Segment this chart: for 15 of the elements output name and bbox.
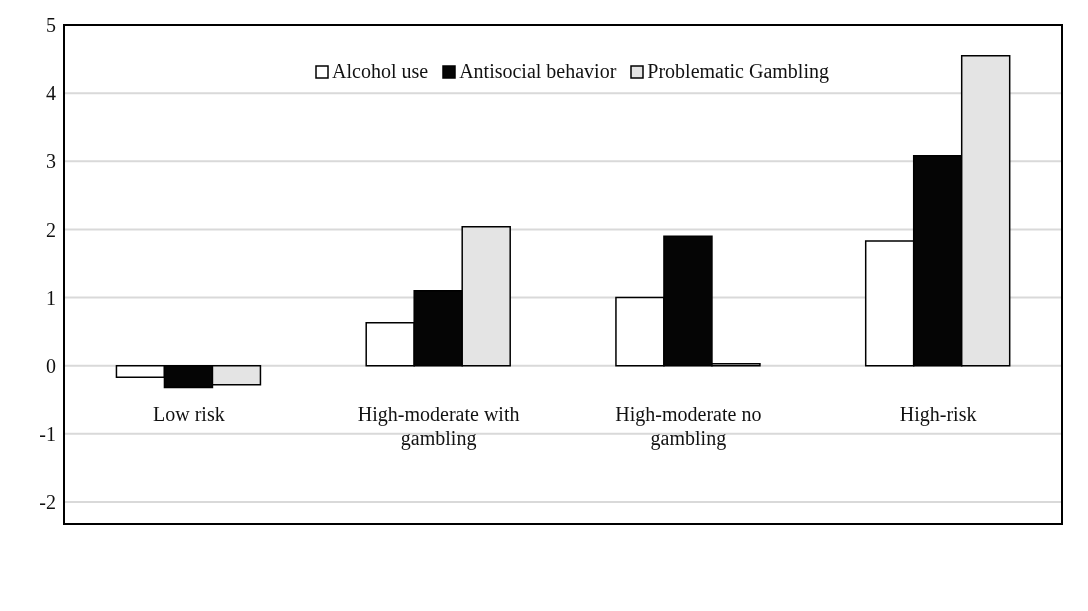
y-tick-label: 4: [46, 82, 56, 105]
x-tick-label: Low risk: [153, 403, 225, 426]
y-tick-label: 3: [46, 150, 56, 173]
y-tick-label: 1: [46, 286, 56, 309]
y-tick-label: 2: [46, 218, 56, 241]
y-tick-label: -1: [39, 422, 56, 445]
x-tick-label: High-risk: [899, 403, 977, 427]
legend-label: Antisocial behavior: [459, 60, 617, 83]
y-tick-label: 0: [46, 354, 56, 377]
x-tick-label: High-moderate no gambling: [615, 403, 762, 451]
y-tick-label: -2: [39, 491, 56, 514]
y-tick-label: 5: [46, 14, 56, 37]
legend-label: Alcohol use: [332, 60, 429, 83]
legend-label: Problematic Gambling: [647, 60, 829, 83]
x-tick-label: High-moderate with gambling: [357, 403, 520, 451]
